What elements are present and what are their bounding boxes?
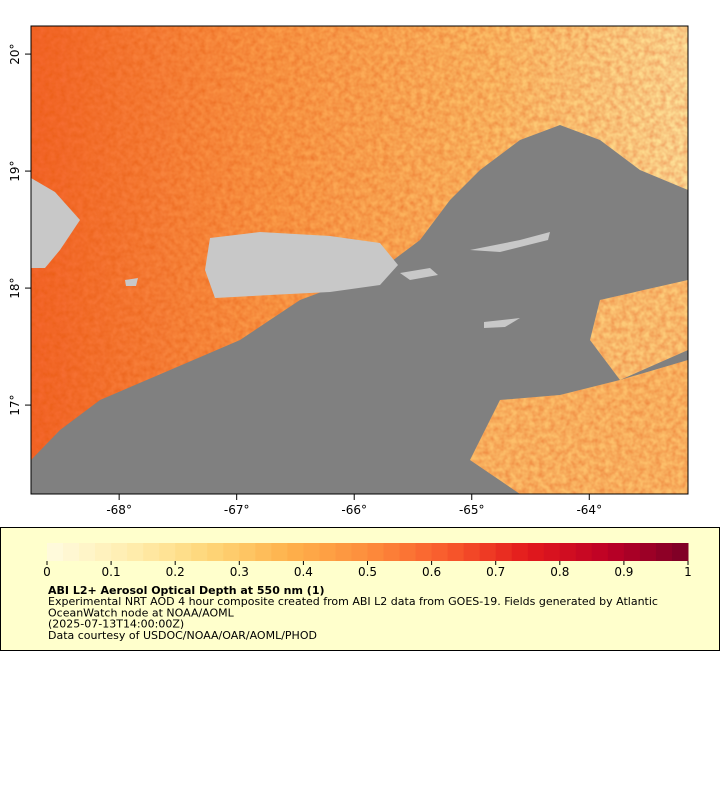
colorbar-tick-label: 0.9 [614,565,633,579]
aerosol-patch [470,360,688,494]
y-tick-label: 20° [8,43,22,64]
colorbar-step [159,543,176,561]
island [125,278,138,286]
colorbar-tick-label: 0.3 [230,565,249,579]
colorbar-step [623,543,641,561]
colorbar-tick-label: 1 [684,565,692,579]
x-tick-label: -66° [341,503,367,517]
colorbar-step [431,543,449,561]
colorbar-step [319,543,336,561]
colorbar-tick-label: 0.8 [550,565,569,579]
colorbar-step [79,543,96,561]
colorbar-tick-label: 0.1 [102,565,121,579]
map-image [31,26,688,494]
colorbar-tick-label: 0.2 [166,565,185,579]
colorbar-step [399,543,417,561]
colorbar-step [95,543,112,561]
caption-line: (2025-07-13T14:00:00Z) [48,618,184,631]
colorbar-tick-label: 0 [43,565,51,579]
puerto-rico [205,232,398,298]
colorbar-tick-label: 0.6 [422,565,441,579]
caption-line: OceanWatch node at NOAA/AOML [48,606,235,619]
colorbar-step [303,543,320,561]
colorbar-step [543,543,561,561]
colorbar-step [175,543,192,561]
y-tick-label: 18° [8,277,22,298]
x-tick-label: -65° [459,503,485,517]
y-tick-label: 19° [8,160,22,181]
hispaniola [31,178,80,268]
colorbar-step [495,543,513,561]
colorbar-step [255,543,272,561]
virgin-islands [470,232,550,252]
colorbar-step [591,543,609,561]
colorbar-step [191,543,208,561]
x-tick-label: -68° [106,503,132,517]
colorbar-step [655,543,673,561]
colorbar-step [143,543,160,561]
plot-frame [30,25,689,495]
colorbar-tick-label: 0.5 [358,565,377,579]
colorbar-step [287,543,304,561]
colorbar-step [671,543,689,561]
colorbar-step [111,543,128,561]
colorbar-step [63,543,80,561]
colorbar-step [639,543,657,561]
colorbar-step [127,543,144,561]
x-tick-label: -67° [224,503,250,517]
colorbar-step [239,543,256,561]
colorbar-tick-label: 0.7 [486,565,505,579]
st-croix [484,318,520,328]
colorbar-step [271,543,288,561]
y-tick-label: 17° [8,394,22,415]
x-tick-label: -64° [576,503,602,517]
colorbar-step [207,543,224,561]
colorbar-tick-label: 0.4 [294,565,313,579]
caption-title: ABI L2+ Aerosol Optical Depth at 550 nm … [48,584,325,597]
colorbar-step [335,543,352,561]
colorbar-step [607,543,625,561]
colorbar-step [479,543,497,561]
caption-line: Data courtesy of USDOC/NOAA/OAR/AOML/PHO… [48,629,317,642]
colorbar-step [463,543,481,561]
colorbar-step [223,543,240,561]
island [400,268,438,280]
caption-line: Experimental NRT AOD 4 hour composite cr… [48,595,658,608]
colorbar-step [559,543,577,561]
colorbar-step [47,543,64,561]
colorbar-step [351,543,368,561]
colorbar-step [367,543,385,561]
colorbar-step [415,543,433,561]
colorbar-step [575,543,593,561]
colorbar-step [383,543,401,561]
colorbar-step [511,543,529,561]
colorbar-step [447,543,465,561]
colorbar-step [527,543,545,561]
aerosol-patch [590,280,688,380]
